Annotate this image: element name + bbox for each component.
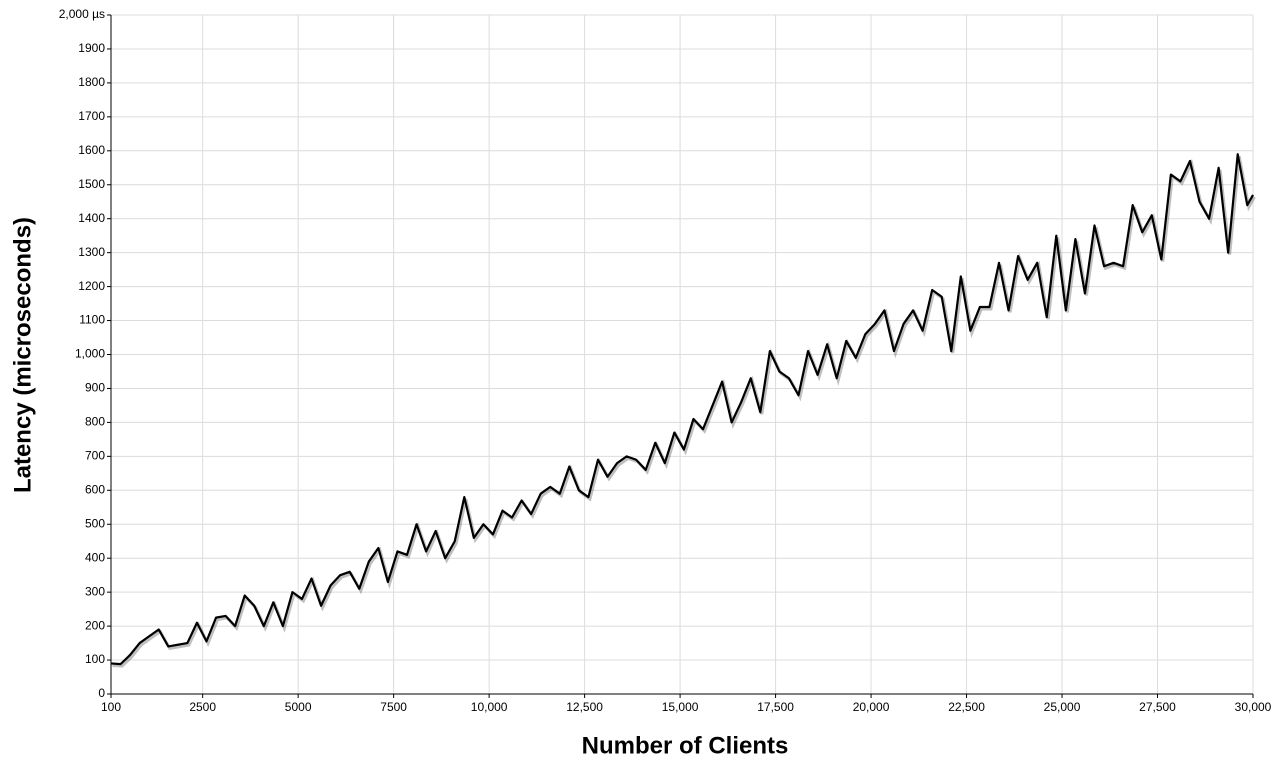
- y-tick-label: 1600: [78, 143, 105, 157]
- y-tick-label: 300: [85, 584, 105, 598]
- x-tick-label: 20,000: [853, 700, 890, 714]
- line-shadow: [112, 155, 1256, 668]
- y-tick-label: 1700: [78, 109, 105, 123]
- y-tick-label: 800: [85, 415, 105, 429]
- x-tick-label: 12,500: [566, 700, 603, 714]
- x-tick-label: 100: [101, 700, 121, 714]
- y-tick-label: 400: [85, 550, 105, 564]
- y-tick-label: 1100: [79, 313, 105, 327]
- x-tick-label: 15,000: [662, 700, 699, 714]
- x-tick-label: 25,000: [1044, 700, 1081, 714]
- x-axis-title: Number of Clients: [582, 732, 789, 759]
- y-axis-title: Latency (microseconds): [9, 217, 36, 493]
- x-tick-label: 10,000: [471, 700, 508, 714]
- x-tick-label: 17,500: [757, 700, 794, 714]
- y-tick-label: 1400: [78, 211, 105, 225]
- y-tick-label: 100: [85, 652, 105, 666]
- x-tick-label: 27,500: [1139, 700, 1176, 714]
- x-tick-label: 22,500: [948, 700, 985, 714]
- y-tick-label: 200: [85, 618, 105, 632]
- y-tick-label: 500: [85, 516, 105, 530]
- y-tick-label: 1500: [78, 177, 105, 191]
- y-tick-label: 1200: [78, 279, 105, 293]
- y-tick-label: 1900: [78, 41, 105, 55]
- y-tick-label: 600: [85, 482, 105, 496]
- x-tick-label: 2500: [189, 700, 216, 714]
- grid: [110, 14, 1254, 695]
- y-tick-label: 1300: [78, 245, 105, 259]
- y-tick-label: 1800: [78, 75, 105, 89]
- y-tick-label: 0: [98, 686, 105, 700]
- y-tick-label: 700: [85, 449, 105, 463]
- y-tick-label: 900: [85, 381, 105, 395]
- y-tick-label: 1,000: [75, 347, 105, 361]
- x-tick-label: 5000: [285, 700, 312, 714]
- x-tick-label: 7500: [380, 700, 407, 714]
- y-tick-label: 2,000 µs: [59, 7, 105, 21]
- x-tick-label: 30,000: [1235, 700, 1272, 714]
- data-line: [110, 153, 1254, 666]
